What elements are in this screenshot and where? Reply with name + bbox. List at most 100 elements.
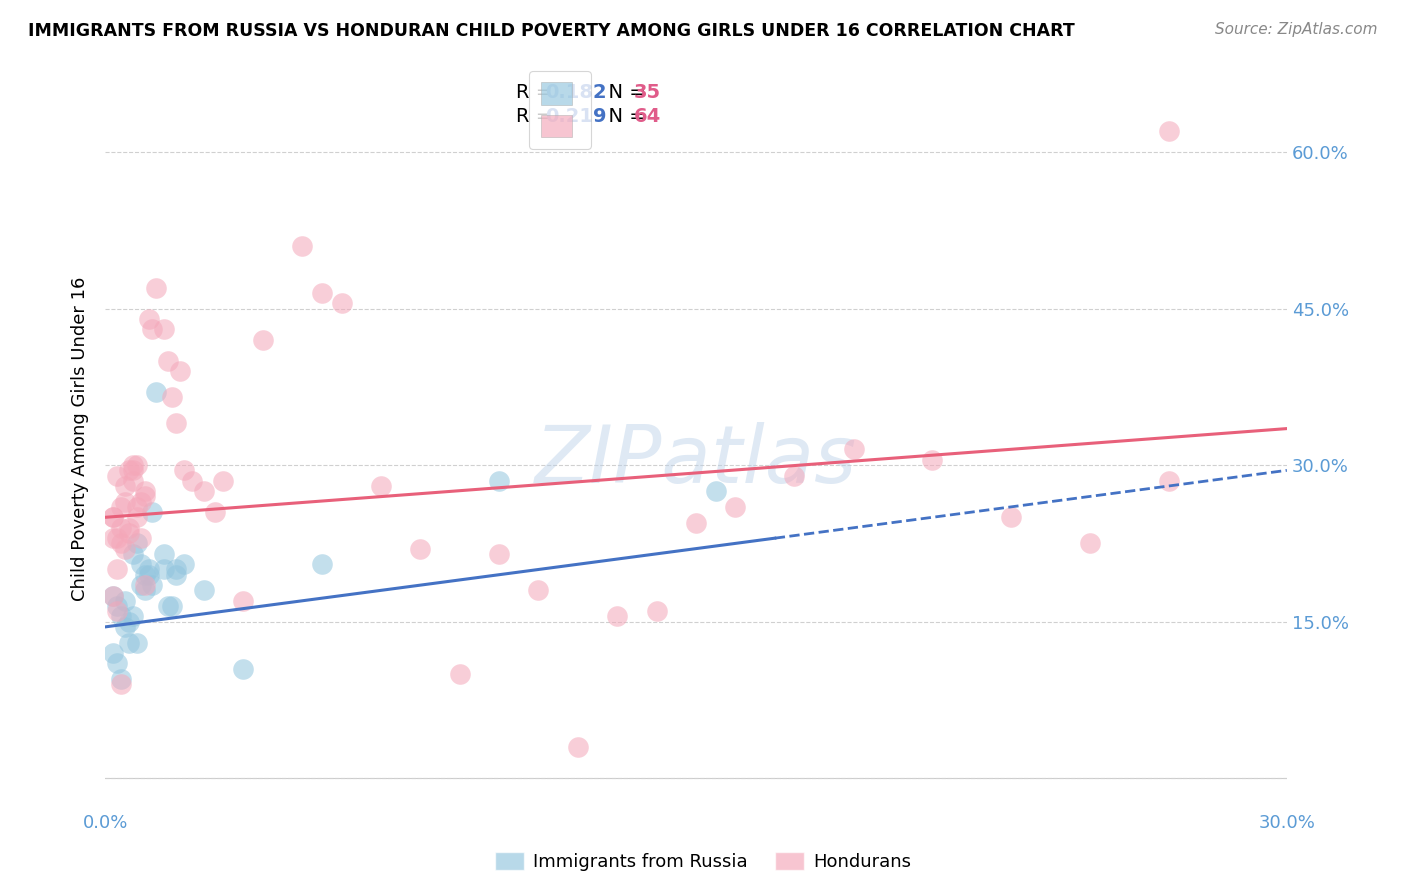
Point <box>1157 124 1180 138</box>
Point <box>114 620 136 634</box>
Point <box>645 604 668 618</box>
Point <box>370 479 392 493</box>
Point <box>110 677 132 691</box>
Point <box>141 578 163 592</box>
Point <box>567 739 589 754</box>
Point <box>232 594 254 608</box>
Text: 35: 35 <box>633 83 661 102</box>
Point <box>101 531 124 545</box>
Point <box>118 463 141 477</box>
Point <box>129 531 152 545</box>
Point <box>129 494 152 508</box>
Point <box>110 672 132 686</box>
Y-axis label: Child Poverty Among Girls Under 16: Child Poverty Among Girls Under 16 <box>72 277 89 601</box>
Point <box>173 463 195 477</box>
Text: 0.182: 0.182 <box>544 83 606 102</box>
Text: 0.219: 0.219 <box>544 107 606 126</box>
Legend: Immigrants from Russia, Hondurans: Immigrants from Russia, Hondurans <box>488 845 918 879</box>
Point <box>704 484 727 499</box>
Point <box>121 463 143 477</box>
Point <box>409 541 432 556</box>
Point <box>118 615 141 629</box>
Point <box>193 484 215 499</box>
Point <box>105 468 128 483</box>
Point <box>160 599 183 613</box>
Point <box>125 458 148 472</box>
Point <box>212 474 235 488</box>
Point <box>291 239 314 253</box>
Point <box>606 609 628 624</box>
Point <box>110 500 132 514</box>
Point <box>138 562 160 576</box>
Point <box>110 521 132 535</box>
Point <box>134 583 156 598</box>
Point <box>488 474 510 488</box>
Legend: , : , <box>529 70 592 149</box>
Point <box>527 583 550 598</box>
Point <box>145 385 167 400</box>
Point <box>129 578 152 592</box>
Point <box>157 599 180 613</box>
Text: ZIPatlas: ZIPatlas <box>534 422 858 500</box>
Point <box>125 635 148 649</box>
Point <box>121 609 143 624</box>
Point <box>105 604 128 618</box>
Point <box>125 510 148 524</box>
Point <box>193 583 215 598</box>
Point <box>311 285 333 300</box>
Point <box>449 666 471 681</box>
Text: R =: R = <box>516 107 560 126</box>
Point <box>145 281 167 295</box>
Point <box>141 322 163 336</box>
Point <box>160 390 183 404</box>
Point <box>724 500 747 514</box>
Point <box>157 353 180 368</box>
Point <box>141 505 163 519</box>
Point <box>153 322 176 336</box>
Point <box>118 635 141 649</box>
Point <box>169 364 191 378</box>
Point <box>204 505 226 519</box>
Text: 64: 64 <box>633 107 661 126</box>
Point <box>121 474 143 488</box>
Point <box>252 333 274 347</box>
Point <box>101 510 124 524</box>
Point <box>232 662 254 676</box>
Point <box>118 525 141 540</box>
Point <box>921 453 943 467</box>
Point <box>105 531 128 545</box>
Point <box>121 547 143 561</box>
Text: R =: R = <box>516 83 560 102</box>
Point <box>110 609 132 624</box>
Point <box>1000 510 1022 524</box>
Point <box>1157 474 1180 488</box>
Point <box>685 516 707 530</box>
Point <box>101 646 124 660</box>
Point <box>180 474 202 488</box>
Point <box>114 541 136 556</box>
Point <box>105 562 128 576</box>
Point <box>118 521 141 535</box>
Point <box>114 479 136 493</box>
Point <box>125 536 148 550</box>
Point <box>330 296 353 310</box>
Point <box>488 547 510 561</box>
Point <box>101 589 124 603</box>
Text: IMMIGRANTS FROM RUSSIA VS HONDURAN CHILD POVERTY AMONG GIRLS UNDER 16 CORRELATIO: IMMIGRANTS FROM RUSSIA VS HONDURAN CHILD… <box>28 22 1074 40</box>
Point <box>165 417 187 431</box>
Point <box>783 468 806 483</box>
Point <box>138 567 160 582</box>
Text: Source: ZipAtlas.com: Source: ZipAtlas.com <box>1215 22 1378 37</box>
Point <box>121 458 143 472</box>
Point <box>153 547 176 561</box>
Point <box>134 578 156 592</box>
Point <box>110 536 132 550</box>
Point <box>165 567 187 582</box>
Point <box>125 500 148 514</box>
Point <box>105 599 128 613</box>
Point <box>311 558 333 572</box>
Point <box>134 484 156 499</box>
Point <box>114 494 136 508</box>
Point <box>105 657 128 671</box>
Point <box>134 490 156 504</box>
